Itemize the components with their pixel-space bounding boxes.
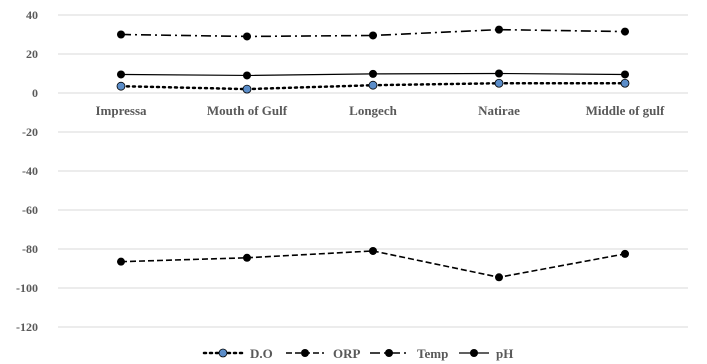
y-tick-label: -20 <box>22 125 38 139</box>
data-point <box>621 27 629 36</box>
x-category-label: Impressa <box>95 103 147 118</box>
gridlines <box>58 14 688 328</box>
data-point <box>117 30 125 39</box>
legend-swatch-marker <box>385 349 393 357</box>
x-category-label: Mouth of Gulf <box>207 103 288 118</box>
series-group <box>116 25 630 282</box>
x-axis-labels: Impressa Mouth of Gulf Longech Natirae Middl… <box>95 103 665 118</box>
legend-label: D.O <box>250 346 273 361</box>
y-tick-label: 20 <box>26 47 38 61</box>
x-category-label: Natirae <box>478 103 520 118</box>
data-point <box>495 273 503 282</box>
y-tick-label: -120 <box>16 320 38 334</box>
y-tick-label: 40 <box>26 8 38 22</box>
data-point <box>243 71 251 80</box>
data-point <box>369 246 377 255</box>
data-point <box>117 70 125 79</box>
data-point <box>369 31 377 40</box>
data-point <box>621 249 629 258</box>
legend: D.O ORP Temp pH <box>202 346 513 361</box>
data-point <box>117 257 125 266</box>
x-category-label: Longech <box>349 103 397 118</box>
x-category-label: Middle of gulf <box>586 103 665 118</box>
data-point <box>116 81 126 91</box>
data-point <box>620 78 630 88</box>
data-point <box>495 69 503 78</box>
data-point <box>242 84 252 94</box>
y-tick-label: -80 <box>22 242 38 256</box>
series-line-temp <box>120 28 626 38</box>
data-point <box>494 78 504 88</box>
legend-swatch-marker <box>470 349 478 357</box>
y-tick-label: -60 <box>22 203 38 217</box>
data-point <box>243 253 251 262</box>
data-point <box>243 32 251 41</box>
legend-swatch-marker <box>301 349 309 357</box>
legend-swatch-marker <box>218 348 228 358</box>
legend-label: ORP <box>333 346 361 361</box>
legend-label: Temp <box>417 346 448 361</box>
y-tick-label: -40 <box>22 164 38 178</box>
y-tick-label: -100 <box>16 281 38 295</box>
y-tick-label: 0 <box>32 86 38 100</box>
data-point <box>368 80 378 90</box>
y-axis: 40 20 0 -20 -40 -60 -80 -100 -120 <box>16 8 38 334</box>
data-point <box>495 25 503 34</box>
legend-label: pH <box>496 346 513 361</box>
data-point <box>621 70 629 79</box>
data-point <box>369 69 377 78</box>
